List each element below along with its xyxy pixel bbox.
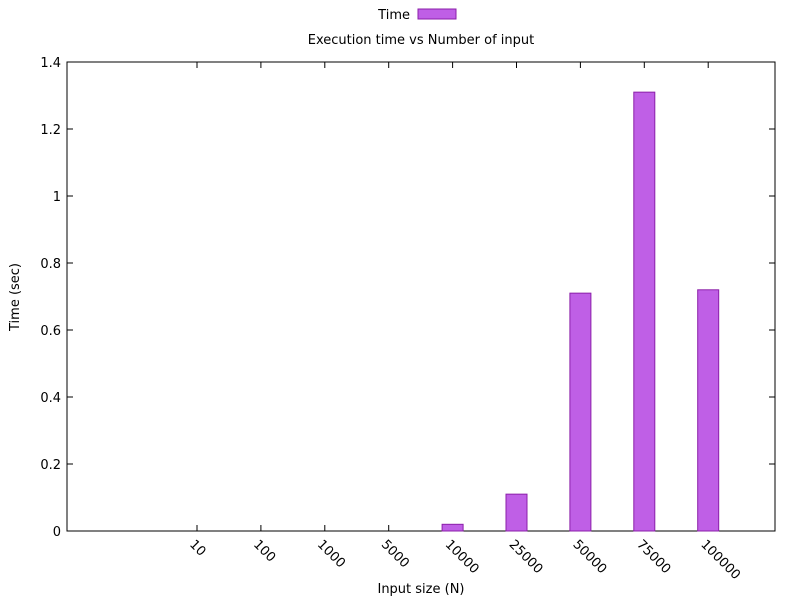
legend: Time — [377, 8, 457, 23]
x-tick-label: 5000 — [378, 537, 412, 571]
bar-75000 — [633, 91, 656, 532]
legend-swatch — [417, 8, 457, 20]
y-tick-label: 1.4 — [40, 56, 61, 71]
x-tick-label: 10 — [186, 537, 208, 559]
y-tick-label: 0 — [53, 525, 61, 540]
legend-label: Time — [377, 8, 410, 23]
x-tick-label: 100000 — [697, 537, 743, 583]
x-tick-label: 10000 — [442, 537, 482, 577]
y-axis-ticks: 0 0.2 0.4 0.6 0.8 1 1.2 1.4 — [40, 56, 775, 540]
x-axis-ticks: 10 100 1000 5000 10000 25000 50000 75000 100000 — [186, 62, 743, 583]
y-tick-label: 0.6 — [40, 324, 61, 339]
y-tick-label: 0.8 — [40, 257, 61, 272]
y-tick-label: 0.4 — [40, 391, 61, 406]
chart-title: Execution time vs Number of input — [308, 33, 534, 48]
x-tick-label: 50000 — [570, 537, 610, 577]
x-tick-label: 100 — [250, 537, 278, 565]
x-tick-label: 75000 — [633, 537, 673, 577]
bar-10000 — [441, 523, 464, 532]
bar-50000 — [569, 292, 592, 532]
y-tick-label: 1 — [53, 190, 61, 205]
bar-25000 — [505, 493, 528, 532]
x-tick-label: 1000 — [314, 537, 348, 571]
y-tick-label: 1.2 — [40, 123, 61, 138]
x-axis-label: Input size (N) — [377, 582, 464, 597]
y-tick-label: 0.2 — [40, 458, 61, 473]
bar-100000 — [697, 289, 720, 532]
x-tick-label: 25000 — [506, 537, 546, 577]
y-axis-label: Time (sec) — [8, 263, 23, 332]
plot-area-frame — [66, 61, 776, 532]
bars — [441, 91, 720, 532]
